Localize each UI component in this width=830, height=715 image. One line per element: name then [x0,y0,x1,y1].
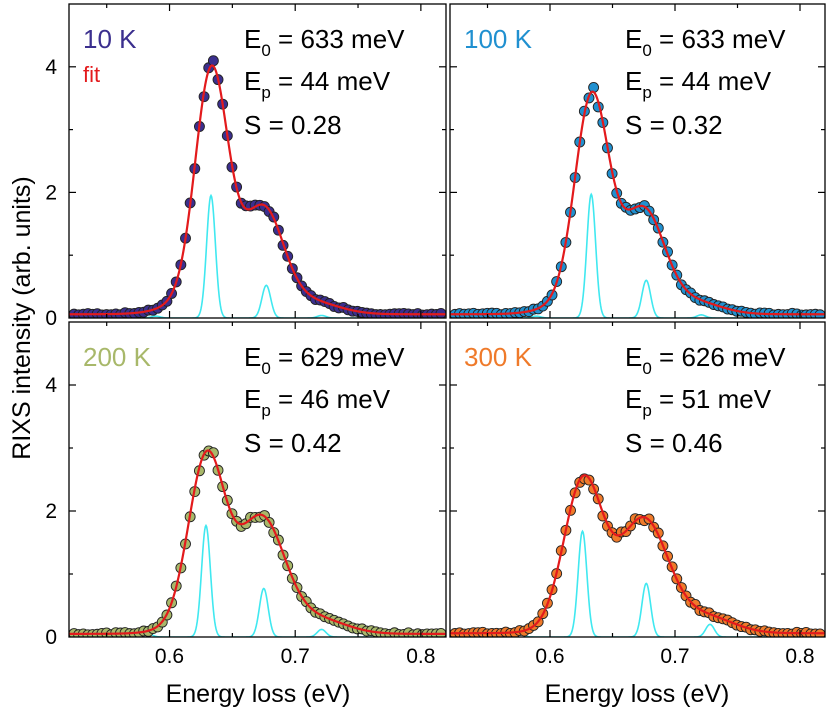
temperature-label: 10 K [83,24,137,54]
annotation-s: S = 0.32 [625,110,723,140]
component-curve [69,523,446,637]
y-tick-label: 4 [45,374,57,397]
annotation-ep-value: = 46 meV [271,384,391,414]
annotation-e0: E0 = 629 meV [244,342,405,378]
annotation-ep-subscript: p [261,401,270,420]
y-tick-label: 2 [45,181,57,204]
x-axis-label-right: Energy loss (eV) [545,680,730,708]
annotation-ep-value: = 51 meV [652,384,772,414]
annotation-ep: Ep = 44 meV [625,66,772,102]
x-tick-label: 0.6 [535,645,564,668]
annotation-e0-value: = 626 meV [652,342,786,372]
temperature-label: 200 K [83,342,152,372]
data-points [450,473,825,637]
annotation-e0-value: = 633 meV [652,24,786,54]
fit-curve [450,90,825,316]
temperature-label: 100 K [464,24,533,54]
annotation-e0-subscript: 0 [642,41,651,60]
fit-curve [69,64,446,316]
x-tick-label: 0.7 [281,645,310,668]
component-curve [69,193,446,318]
annotation-ep: Ep = 44 meV [244,66,391,102]
fit-curve [450,474,825,635]
annotation-s: S = 0.42 [244,428,342,458]
annotation-ep-symbol: E [244,384,261,414]
annotation-e0-symbol: E [625,24,642,54]
data-points [69,445,446,637]
annotation-e0: E0 = 633 meV [244,24,405,60]
panel-frame [68,3,447,319]
panel-frame [449,3,826,319]
y-tick-label: 0 [45,307,57,330]
x-tick-label: 0.8 [406,645,435,668]
y-tick-label: 2 [45,500,57,523]
annotation-ep-subscript: p [642,83,651,102]
annotation-ep: Ep = 46 meV [244,384,391,420]
annotation-ep-subscript: p [261,83,270,102]
panel-plot-area [450,473,825,637]
annotation-e0-value: = 633 meV [271,24,405,54]
annotation-e0-symbol: E [244,342,261,372]
annotation-ep-symbol: E [625,66,642,96]
y-tick-label: 0 [45,626,57,649]
annotation-e0: E0 = 626 meV [625,342,786,378]
y-axis-label: RIXS intensity (arb. units) [8,176,36,459]
panel-plot-area [69,55,446,318]
annotation-ep-symbol: E [244,66,261,96]
panel-frame [68,321,447,638]
annotation-ep-value: = 44 meV [652,66,772,96]
panel-plot-area [450,81,825,318]
annotation-s: S = 0.28 [244,110,342,140]
component-curve [450,529,825,637]
panel-frame [449,321,826,638]
temperature-label: 300 K [464,342,533,372]
annotation-ep-subscript: p [642,401,651,420]
annotation-e0-value: = 629 meV [271,342,405,372]
panel-plot-area [69,445,446,637]
annotation-e0-subscript: 0 [642,359,651,378]
annotation-e0-subscript: 0 [261,41,270,60]
annotation-s: S = 0.46 [625,428,723,458]
x-tick-label: 0.6 [155,645,184,668]
annotation-e0-symbol: E [244,24,261,54]
annotation-e0-subscript: 0 [261,359,270,378]
component-curve [450,192,825,318]
annotation-ep: Ep = 51 meV [625,384,772,420]
annotation-ep-symbol: E [625,384,642,414]
annotation-e0-symbol: E [625,342,642,372]
fit-legend-label: fit [83,62,100,87]
fit-curve [69,449,446,635]
x-tick-label: 0.8 [785,645,814,668]
annotation-e0: E0 = 633 meV [625,24,786,60]
x-tick-label: 0.7 [660,645,689,668]
data-point [207,55,219,67]
x-axis-label-left: Energy loss (eV) [166,680,351,708]
annotation-ep-value: = 44 meV [271,66,391,96]
y-tick-label: 4 [45,56,57,79]
